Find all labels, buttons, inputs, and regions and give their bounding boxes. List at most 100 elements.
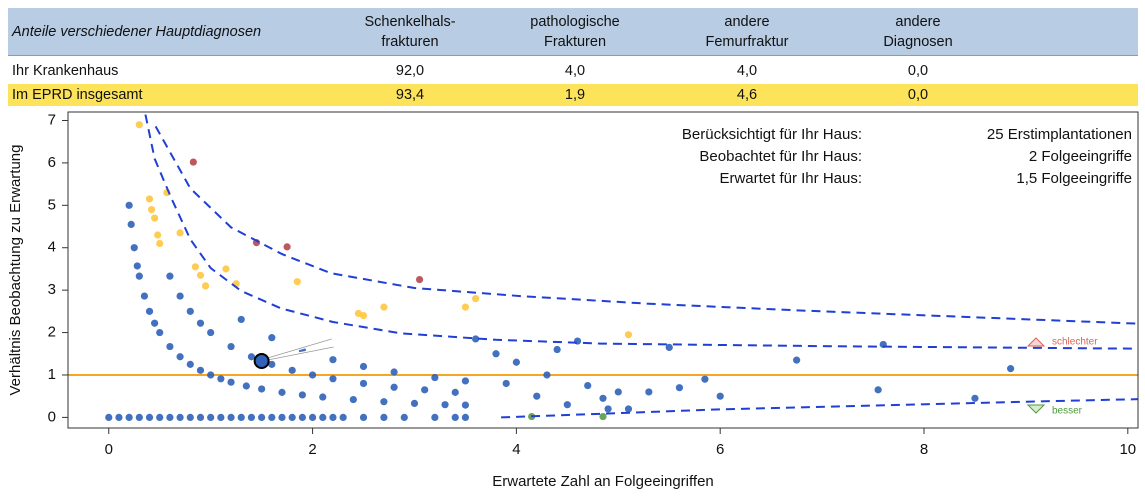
table-header: Anteile verschiedener Hauptdiagnosen Sch… bbox=[8, 8, 1138, 56]
point bbox=[1007, 365, 1015, 373]
point bbox=[329, 375, 337, 383]
point bbox=[186, 307, 194, 315]
point bbox=[268, 334, 276, 342]
point bbox=[196, 366, 205, 374]
cell: 4,6 bbox=[736, 87, 758, 103]
pointer-arrow bbox=[267, 337, 334, 362]
point bbox=[186, 413, 194, 421]
header-cell: andere Diagnosen bbox=[814, 12, 1022, 52]
point bbox=[349, 395, 357, 404]
y-tick-label: 1 bbox=[48, 366, 56, 383]
point bbox=[563, 401, 571, 409]
point bbox=[135, 413, 143, 421]
point bbox=[191, 263, 199, 271]
point bbox=[268, 413, 276, 421]
header-line: pathologische bbox=[530, 13, 620, 30]
y-tick-label: 3 bbox=[48, 281, 56, 298]
x-tick-label: 8 bbox=[920, 441, 928, 458]
point bbox=[207, 413, 215, 421]
point bbox=[624, 405, 633, 413]
point bbox=[874, 386, 882, 394]
point bbox=[599, 394, 607, 402]
y-tick-label: 4 bbox=[48, 239, 56, 256]
point bbox=[222, 265, 230, 273]
point bbox=[359, 311, 368, 320]
point bbox=[242, 382, 250, 390]
point bbox=[278, 388, 286, 396]
y-tick-label: 2 bbox=[48, 324, 56, 341]
point bbox=[140, 292, 149, 300]
x-tick-label: 2 bbox=[308, 441, 316, 458]
point bbox=[359, 379, 368, 388]
point bbox=[461, 413, 470, 421]
point bbox=[451, 413, 459, 421]
x-axis-label: Erwartete Zahl an Folgeeingriffen bbox=[492, 473, 714, 490]
point bbox=[196, 413, 205, 421]
annotation-value: 2 Folgeeingriffe bbox=[1029, 148, 1132, 165]
cell: 93,4 bbox=[395, 87, 425, 103]
cell: Ihr Krankenhaus bbox=[12, 63, 119, 79]
better-label: besser bbox=[1052, 406, 1083, 417]
point bbox=[135, 121, 143, 129]
y-tick-label: 6 bbox=[48, 154, 56, 171]
header-cell: Anteile verschiedener Hauptdiagnosen bbox=[12, 23, 262, 40]
point bbox=[207, 328, 215, 337]
x-tick-label: 10 bbox=[1119, 441, 1136, 458]
point bbox=[166, 342, 174, 351]
annotation-value: 1,5 Folgeeingriffe bbox=[1016, 170, 1132, 187]
point bbox=[154, 231, 162, 239]
annotation-label: Berücksichtigt für Ihr Haus: bbox=[682, 126, 862, 143]
point bbox=[298, 391, 306, 399]
header-cell: andere Femurfraktur bbox=[680, 12, 814, 52]
point bbox=[227, 413, 235, 421]
point bbox=[156, 239, 164, 248]
point bbox=[237, 315, 245, 324]
point bbox=[512, 358, 520, 366]
point bbox=[125, 413, 133, 421]
point bbox=[502, 379, 510, 388]
point bbox=[288, 366, 296, 374]
point bbox=[461, 303, 470, 311]
point bbox=[308, 413, 317, 421]
point bbox=[145, 195, 154, 203]
point bbox=[701, 375, 709, 383]
annotation-value: 25 Erstimplantationen bbox=[987, 126, 1132, 143]
header-line: andere bbox=[895, 13, 941, 30]
point bbox=[793, 356, 801, 364]
point bbox=[390, 368, 398, 376]
diagnosis-table: Anteile verschiedener Hauptdiagnosen Sch… bbox=[8, 8, 1138, 106]
point bbox=[380, 413, 388, 421]
point bbox=[380, 398, 388, 406]
y-tick-label: 5 bbox=[48, 196, 56, 213]
point bbox=[278, 413, 286, 421]
point bbox=[283, 243, 291, 251]
point bbox=[415, 275, 424, 284]
cell: 0,0 bbox=[907, 87, 929, 103]
point bbox=[431, 413, 439, 421]
y-tick-label: 7 bbox=[48, 111, 56, 128]
point bbox=[196, 271, 205, 279]
point bbox=[472, 335, 480, 343]
point bbox=[156, 413, 164, 421]
point bbox=[400, 413, 408, 421]
point bbox=[147, 205, 156, 214]
cell: 92,0 bbox=[395, 63, 425, 79]
point bbox=[268, 360, 276, 368]
point bbox=[227, 342, 235, 351]
cell: 0,0 bbox=[907, 63, 929, 79]
point bbox=[410, 399, 419, 407]
highlight-point bbox=[253, 352, 270, 369]
point bbox=[293, 278, 301, 286]
point bbox=[125, 201, 133, 209]
worse-label: schlechter bbox=[1052, 337, 1098, 348]
cell: Im EPRD insgesamt bbox=[12, 87, 143, 103]
point bbox=[227, 378, 235, 386]
better-marker bbox=[1026, 404, 1046, 414]
point bbox=[716, 392, 724, 400]
point bbox=[492, 350, 500, 358]
point bbox=[176, 229, 184, 237]
annotation-label: Erwartet für Ihr Haus: bbox=[719, 170, 862, 187]
point bbox=[599, 412, 607, 421]
point bbox=[604, 405, 612, 413]
